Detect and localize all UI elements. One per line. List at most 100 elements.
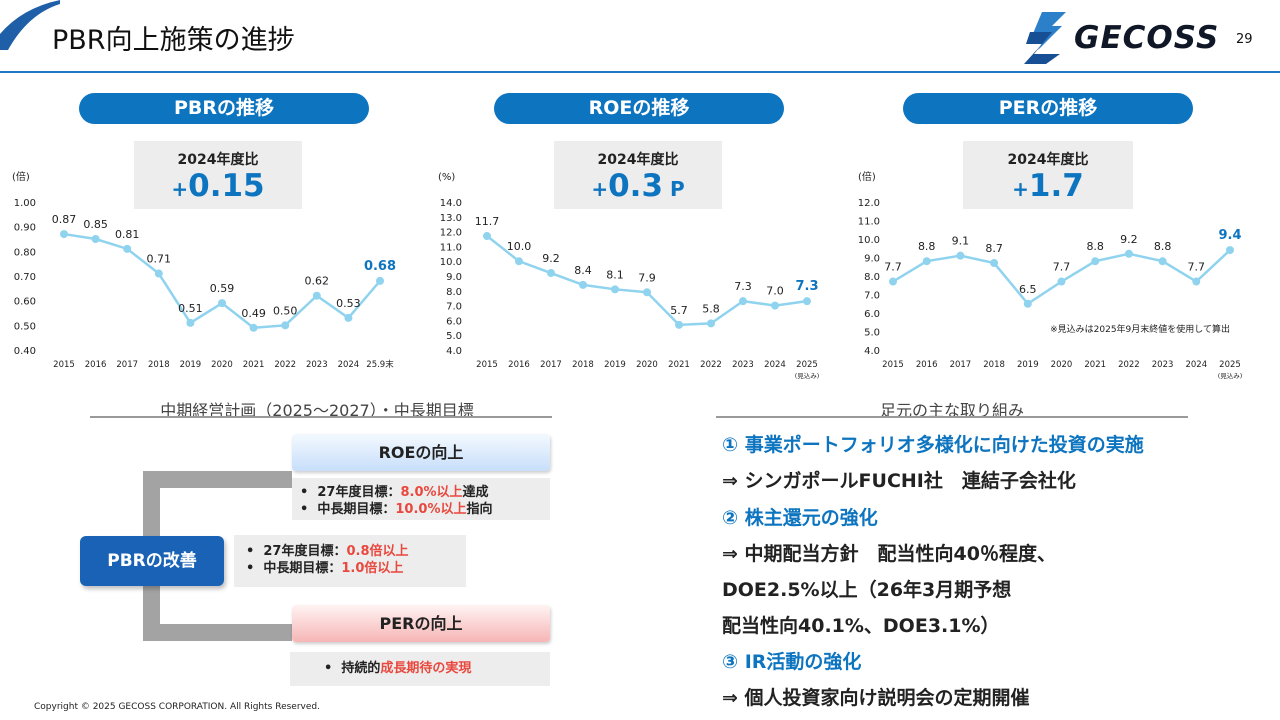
- y-tick-label: 12.0: [440, 228, 462, 239]
- data-point: [1226, 246, 1234, 255]
- initiative-2-heading: ② 株主還元の強化: [722, 507, 878, 529]
- roe-delta-number: 0.3: [608, 168, 664, 204]
- unit-label: (倍): [858, 170, 876, 183]
- roe-line-chart: (%) 4.0 5.0 6.0 7.0 8.0 9.0 10.0 11.0 12.0 13.0 14.…: [438, 172, 819, 380]
- roe-delta-unit: P: [663, 177, 685, 201]
- y-tick-label: 0.60: [14, 297, 36, 308]
- data-label: 10.0: [507, 240, 532, 253]
- pbr-delta-box: 2024年度比 +0.15: [134, 141, 302, 209]
- x-tick-label: 2015: [53, 360, 75, 370]
- data-point: [889, 277, 897, 286]
- y-tick-label: 7.0: [446, 302, 462, 313]
- y-tick-label: 9.0: [864, 254, 880, 265]
- per-improvement-header: PERの向上: [292, 605, 550, 642]
- data-label: 8.7: [985, 242, 1003, 255]
- data-label: 9.2: [542, 252, 560, 265]
- y-tick-label: 4.0: [864, 346, 880, 357]
- data-label: 6.5: [1019, 283, 1037, 296]
- data-point: [922, 257, 931, 266]
- x-tick-label: 2018: [148, 360, 170, 370]
- x-tick-label: 2018: [983, 360, 1005, 370]
- data-label: 0.68: [364, 259, 396, 274]
- x-tick-label: 2016: [85, 360, 107, 370]
- data-point: [186, 318, 195, 327]
- page-title: PBR向上施策の進捗: [52, 25, 295, 56]
- per-delta-sign: +: [1012, 177, 1029, 201]
- unit-label: (倍): [12, 170, 30, 183]
- roe-delta-sign: +: [591, 177, 609, 201]
- initiatives-heading-rule: [716, 416, 1188, 418]
- data-point: [249, 323, 258, 332]
- data-point: [1091, 257, 1100, 266]
- data-point: [376, 276, 384, 285]
- pbr-goal-row: • 27年度目標：0.8倍以上: [246, 543, 466, 560]
- x-tick-label: 25.9末: [366, 359, 394, 370]
- data-point: [344, 313, 353, 322]
- data-label: 7.3: [795, 279, 818, 294]
- x-tick-label: 2016: [508, 360, 530, 370]
- roe-goal-label: 27年度目標：: [317, 485, 401, 500]
- plan-heading: 中期経営計画（2025～2027）・中長期目標: [160, 401, 474, 420]
- data-label: 9.2: [1120, 233, 1138, 246]
- roe-goal-value: 8.0%以上: [400, 485, 463, 500]
- x-tick-label: 2022: [274, 360, 296, 370]
- x-tick-label: 2023: [732, 360, 754, 370]
- data-label: 11.7: [475, 215, 500, 228]
- y-tick-label: 9.0: [446, 272, 462, 283]
- data-label: 8.4: [574, 264, 592, 277]
- data-point: [547, 269, 555, 278]
- data-point: [483, 232, 491, 241]
- initiatives-heading: 足元の主な取り組み: [879, 401, 1024, 420]
- pbr-delta-value: +0.15: [134, 169, 302, 206]
- roe-goal-row: • 中長期目標：10.0%以上指向: [300, 501, 550, 518]
- series-line: [63, 232, 381, 330]
- x-tick-label: 2020: [211, 360, 233, 370]
- pbr-improvement-box: PBRの改善: [80, 536, 224, 586]
- y-tick-label: 6.0: [864, 309, 880, 320]
- x-tick-label: 2020: [1051, 360, 1073, 370]
- x-tick-label: 2019: [180, 360, 202, 370]
- x-tick-label: 2019: [604, 360, 626, 370]
- x-tick-label: 2024: [764, 360, 786, 370]
- data-label: 0.62: [305, 275, 330, 288]
- copyright: Copyright © 2025 GECOSS CORPORATION. All…: [34, 702, 320, 712]
- data-label: 8.8: [1154, 240, 1172, 253]
- roe-delta-box: 2024年度比 +0.3 P: [554, 141, 722, 209]
- x-tick-label: 2015: [476, 360, 498, 370]
- roe-goal-row: • 27年度目標：8.0%以上達成: [300, 484, 550, 501]
- data-point: [218, 299, 226, 308]
- bullet: •: [324, 661, 333, 676]
- data-point: [60, 230, 68, 239]
- y-tick-label: 0.90: [14, 223, 36, 234]
- company-logo: GECOSS: [1022, 10, 1218, 64]
- roe-goal-suffix: 達成: [462, 485, 489, 500]
- data-point: [312, 291, 321, 300]
- initiative-1-heading: ① 事業ポートフォリオ多様化に向けた投資の実施: [722, 434, 1144, 456]
- y-tick-label: 12.0: [858, 198, 880, 209]
- data-label: 5.7: [670, 304, 688, 317]
- data-point: [1057, 277, 1066, 286]
- y-tick-label: 5.0: [446, 331, 462, 342]
- per-delta-value: +1.7: [963, 169, 1133, 206]
- per-trend-title: PERの推移: [903, 93, 1193, 124]
- pbr-goal-value: 1.0倍以上: [341, 561, 404, 576]
- pbr-goal-box: • 27年度目標：0.8倍以上 • 中長期目標：1.0倍以上: [234, 535, 466, 587]
- y-tick-label: 8.0: [446, 287, 462, 298]
- data-label: 8.1: [606, 268, 624, 281]
- x-tick-label: 2016: [916, 360, 938, 370]
- title-divider: [0, 71, 1280, 73]
- pbr-delta-number: 0.15: [188, 168, 265, 204]
- data-point: [579, 280, 587, 289]
- x-tick-label: 2023: [1152, 360, 1174, 370]
- per-goal-label: 持続的: [341, 661, 381, 676]
- data-point: [281, 321, 290, 330]
- x-tick-label: 2019: [1017, 360, 1039, 370]
- data-point: [1158, 257, 1167, 266]
- pbr-delta-sign: +: [171, 177, 189, 201]
- data-point: [91, 235, 100, 243]
- pbr-goal-label: 27年度目標：: [263, 544, 347, 559]
- bullet: •: [300, 485, 309, 500]
- x-tick-label: 2021: [668, 360, 690, 370]
- roe-goal-value: 10.0%以上: [395, 502, 467, 517]
- data-point: [707, 319, 715, 328]
